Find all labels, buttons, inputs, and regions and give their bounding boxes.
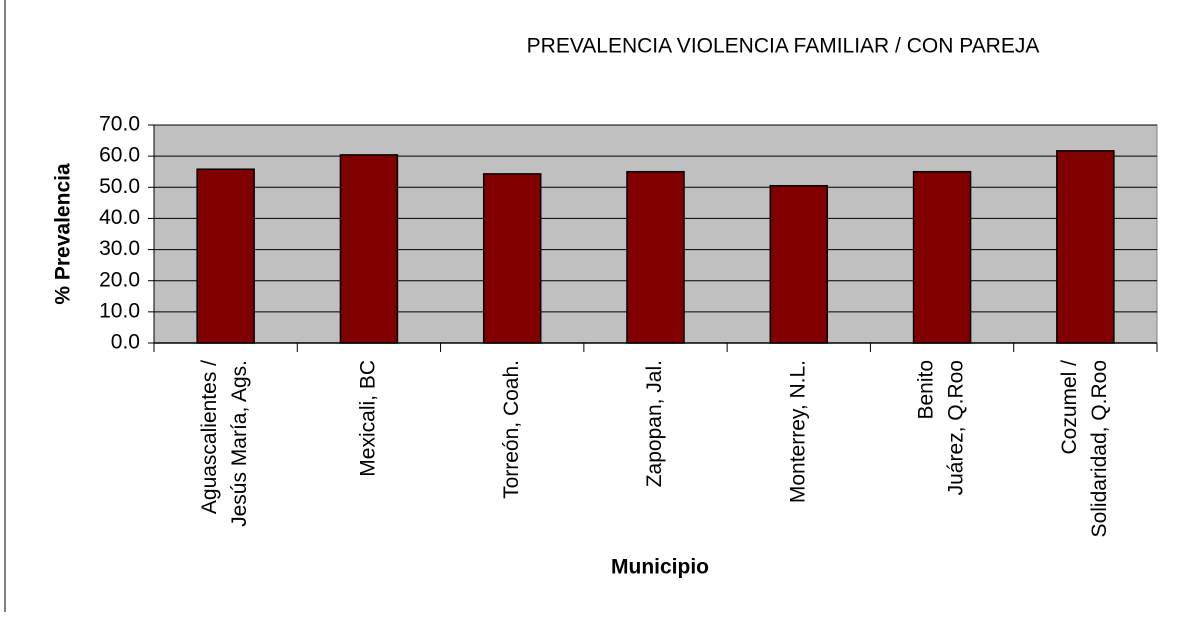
bar	[626, 170, 685, 344]
bar	[769, 184, 829, 344]
chart-title: PREVALENCIA VIOLENCIA FAMILIAR / CON PAR…	[527, 35, 1040, 58]
x-tick-label: Aguascalientes /	[198, 360, 221, 514]
x-tick-label: Juárez, Q.Roo	[945, 360, 968, 495]
y-tick-label: 60.0	[99, 144, 140, 167]
x-axis-label: Municipio	[611, 556, 709, 579]
y-axis-label: % Prevalencia	[52, 163, 75, 305]
bar	[482, 173, 542, 344]
x-tick-label: Torreón, Coah.	[500, 360, 523, 499]
x-tick-label: Benito	[915, 360, 938, 420]
x-tick-label: Monterrey, N.L.	[786, 360, 809, 503]
x-tick-label: Zapopan, Jal.	[643, 360, 666, 487]
y-tick-label: 70.0	[99, 113, 140, 136]
bar	[339, 154, 399, 344]
bar	[1056, 150, 1115, 344]
x-tick-label: Jesús María, Ags.	[228, 360, 251, 527]
y-tick-label: 30.0	[99, 237, 140, 260]
x-tick-label: Cozumel /	[1058, 360, 1081, 455]
y-tick-label: 0.0	[111, 331, 140, 354]
x-tick-label: Mexicali, BC	[356, 360, 379, 477]
bar	[196, 168, 255, 344]
y-tick-label: 50.0	[99, 175, 140, 198]
y-tick-label: 10.0	[99, 299, 140, 322]
x-tick-label: Solidaridad, Q.Roo	[1088, 360, 1111, 537]
y-tick-label: 40.0	[99, 206, 140, 229]
y-tick-label: 20.0	[99, 268, 140, 291]
bar	[912, 170, 972, 344]
